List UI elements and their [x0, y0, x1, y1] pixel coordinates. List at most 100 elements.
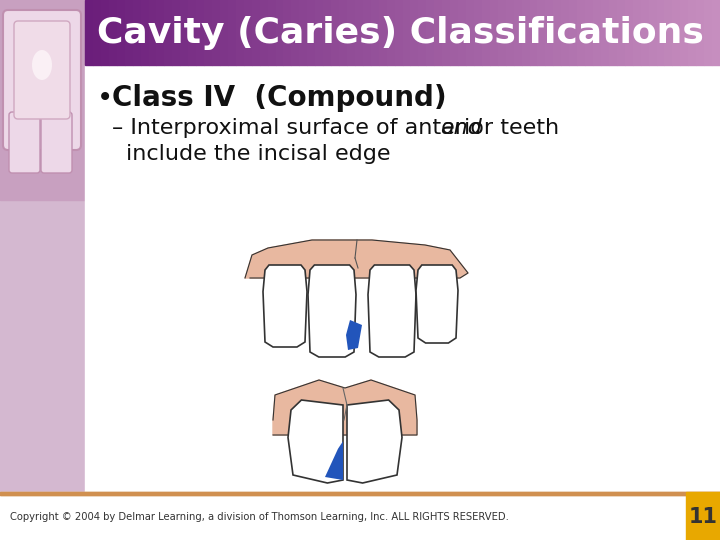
Bar — [347, 0, 355, 65]
Bar — [300, 0, 307, 65]
Bar — [513, 0, 521, 65]
Bar — [125, 0, 132, 65]
Bar — [498, 0, 505, 65]
Polygon shape — [288, 400, 343, 483]
Bar — [665, 0, 672, 65]
Bar — [260, 0, 268, 65]
Bar — [276, 0, 284, 65]
Bar — [85, 0, 93, 65]
Bar — [577, 0, 585, 65]
Polygon shape — [245, 240, 468, 278]
Polygon shape — [308, 265, 356, 357]
Bar — [371, 0, 379, 65]
Bar — [545, 0, 553, 65]
Bar — [593, 0, 601, 65]
Bar — [521, 0, 529, 65]
Polygon shape — [325, 441, 343, 480]
Bar — [196, 0, 204, 65]
Bar — [220, 0, 228, 65]
Bar — [609, 0, 617, 65]
Bar — [204, 0, 212, 65]
Bar — [426, 0, 434, 65]
Bar — [85, 65, 720, 492]
Bar — [442, 0, 450, 65]
Text: Cavity (Caries) Classifications: Cavity (Caries) Classifications — [96, 16, 703, 50]
Bar — [379, 0, 387, 65]
Polygon shape — [346, 320, 362, 350]
FancyBboxPatch shape — [14, 21, 70, 119]
Bar — [148, 0, 156, 65]
Text: include the incisal edge: include the incisal edge — [126, 144, 390, 164]
Polygon shape — [347, 400, 402, 483]
Bar — [140, 0, 148, 65]
Bar — [482, 0, 490, 65]
Bar — [0, 492, 720, 495]
Bar — [395, 0, 402, 65]
Bar — [450, 0, 458, 65]
Bar — [331, 0, 339, 65]
Bar — [0, 0, 85, 200]
Bar — [458, 0, 466, 65]
Bar — [418, 0, 426, 65]
FancyBboxPatch shape — [41, 112, 72, 173]
FancyBboxPatch shape — [3, 10, 81, 150]
Bar — [633, 0, 641, 65]
Bar — [132, 0, 140, 65]
Bar — [228, 0, 236, 65]
Bar — [657, 0, 665, 65]
Bar — [109, 0, 117, 65]
Bar — [315, 0, 323, 65]
Bar — [704, 0, 712, 65]
Bar — [490, 0, 498, 65]
Bar — [562, 0, 570, 65]
Bar — [680, 0, 688, 65]
Bar — [323, 0, 331, 65]
Bar — [117, 0, 125, 65]
Bar — [570, 0, 577, 65]
FancyBboxPatch shape — [9, 112, 40, 173]
Bar — [0, 0, 85, 492]
Bar — [696, 0, 704, 65]
Bar — [466, 0, 474, 65]
Text: Class IV  (Compound): Class IV (Compound) — [112, 84, 446, 112]
Bar — [686, 492, 720, 540]
Polygon shape — [416, 265, 458, 343]
Polygon shape — [368, 265, 416, 357]
Bar — [164, 0, 172, 65]
Text: Copyright © 2004 by Delmar Learning, a division of Thomson Learning, Inc. ALL RI: Copyright © 2004 by Delmar Learning, a d… — [10, 512, 509, 522]
Bar — [641, 0, 649, 65]
Bar — [101, 0, 109, 65]
Ellipse shape — [32, 50, 52, 80]
Bar — [284, 0, 292, 65]
Polygon shape — [263, 265, 307, 347]
Bar — [252, 0, 260, 65]
Bar — [712, 0, 720, 65]
Text: – Interproximal surface of anterior teeth: – Interproximal surface of anterior teet… — [112, 118, 566, 138]
Bar — [156, 0, 164, 65]
Bar — [172, 0, 180, 65]
Polygon shape — [273, 380, 417, 435]
Bar — [537, 0, 545, 65]
Bar — [672, 0, 680, 65]
Bar — [188, 0, 196, 65]
Bar — [617, 0, 625, 65]
Text: •: • — [97, 84, 113, 112]
Bar — [688, 0, 696, 65]
Bar — [236, 0, 244, 65]
Bar — [292, 0, 300, 65]
Bar — [363, 0, 371, 65]
Bar — [0, 492, 720, 495]
Bar — [505, 0, 513, 65]
Bar — [268, 0, 276, 65]
Bar — [625, 0, 633, 65]
Bar — [355, 0, 363, 65]
Bar — [529, 0, 537, 65]
Bar — [649, 0, 657, 65]
Bar — [307, 0, 315, 65]
Bar — [585, 0, 593, 65]
Bar — [180, 0, 188, 65]
Bar — [0, 492, 720, 540]
Bar — [410, 0, 418, 65]
Text: 11: 11 — [688, 507, 718, 527]
Bar — [339, 0, 347, 65]
